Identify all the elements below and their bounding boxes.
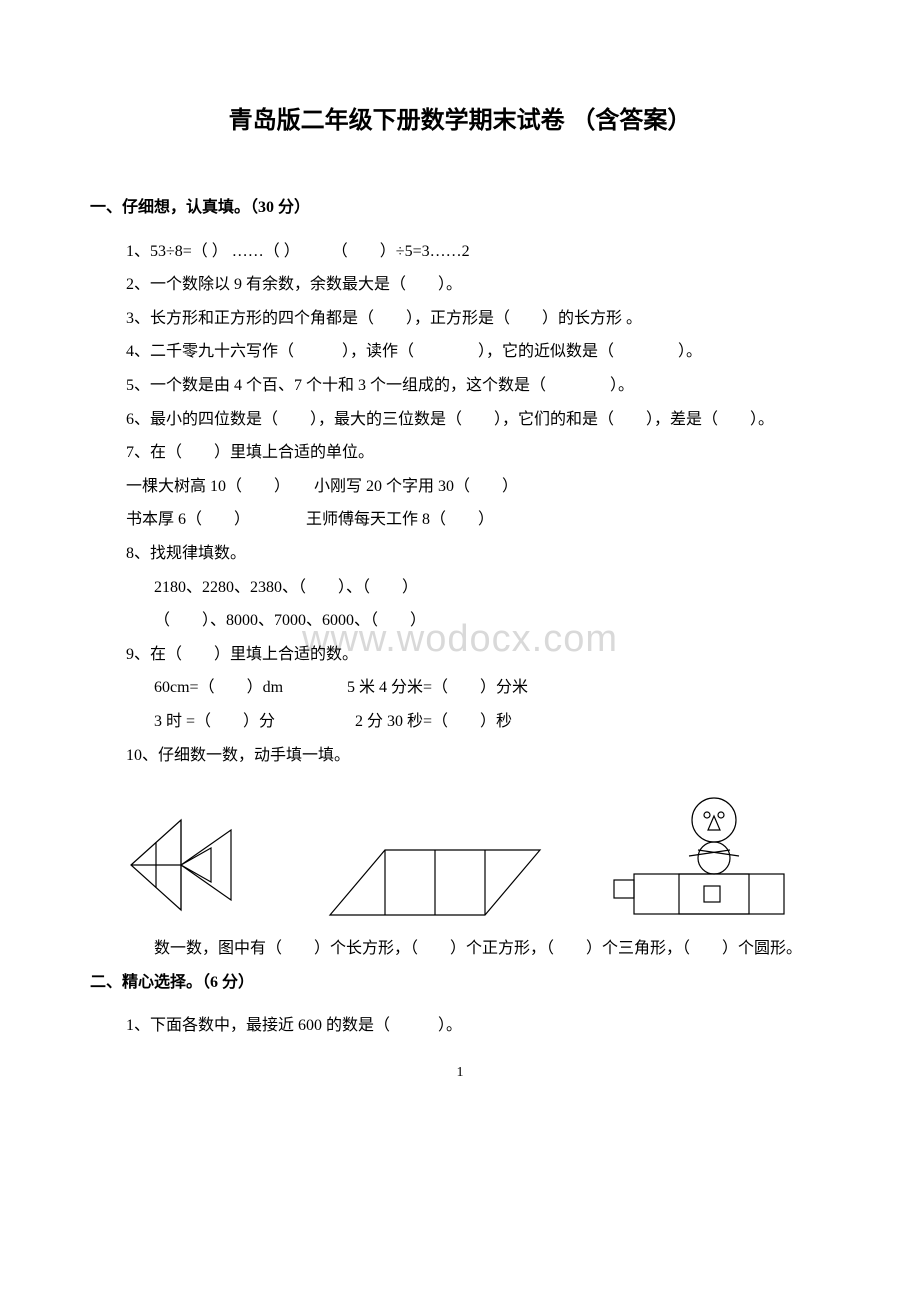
s1-q8b: （ ）、8000、7000、6000、（ ） [90,604,830,638]
s1-q7: 7、在（ ）里填上合适的单位。 [90,436,830,470]
s1-q6: 6、最小的四位数是（ ），最大的三位数是（ ），它们的和是（ ），差是（ ）。 [90,403,830,437]
s1-q7b: 书本厚 6（ ） 王师傅每天工作 8（ ） [90,503,830,537]
s1-q2: 2、一个数除以 9 有余数，余数最大是（ ）。 [90,268,830,302]
s1-q1: 1、53÷8=（ ） ……（ ） （ ）÷5=3……2 [90,235,830,269]
page-number: 1 [90,1065,830,1081]
s1-q3: 3、长方形和正方形的四个角都是（ ），正方形是（ ）的长方形 。 [90,302,830,336]
s1-q10: 10、仔细数一数，动手填一填。 [90,739,830,773]
s1-q10-text: 数一数，图中有（ ）个长方形，（ ）个正方形，（ ）个三角形，（ ）个圆形。 [90,932,830,966]
figure-snowman [594,790,794,920]
s1-q4: 4、二千零九十六写作（ ），读作（ ），它的近似数是（ ）。 [90,335,830,369]
figure-fish [126,810,276,920]
page-content: 青岛版二年级下册数学期末试卷 （含答案） 一、仔细想，认真填。（30 分） 1、… [90,100,830,1081]
section2-head: 二、精心选择。（6 分） [90,966,830,1000]
page-title: 青岛版二年级下册数学期末试卷 （含答案） [90,100,830,135]
shapes-row [90,772,830,932]
section1-head: 一、仔细想，认真填。（30 分） [90,191,830,225]
s1-q8: 8、找规律填数。 [90,537,830,571]
s2-q1: 1、下面各数中，最接近 600 的数是（ ）。 [90,1009,830,1043]
s1-q5: 5、一个数是由 4 个百、7 个十和 3 个一组成的，这个数是（ ）。 [90,369,830,403]
s1-q7a: 一棵大树高 10（ ） 小刚写 20 个字用 30（ ） [90,470,830,504]
s1-q9: 9、在（ ）里填上合适的数。 [90,638,830,672]
figure-parallelogram [325,840,545,920]
s1-q9a: 60cm=（ ）dm 5 米 4 分米=（ ）分米 [90,671,830,705]
s1-q8a: 2180、2280、2380、（ ）、（ ） [90,571,830,605]
s1-q9b: 3 时 =（ ）分 2 分 30 秒=（ ）秒 [90,705,830,739]
